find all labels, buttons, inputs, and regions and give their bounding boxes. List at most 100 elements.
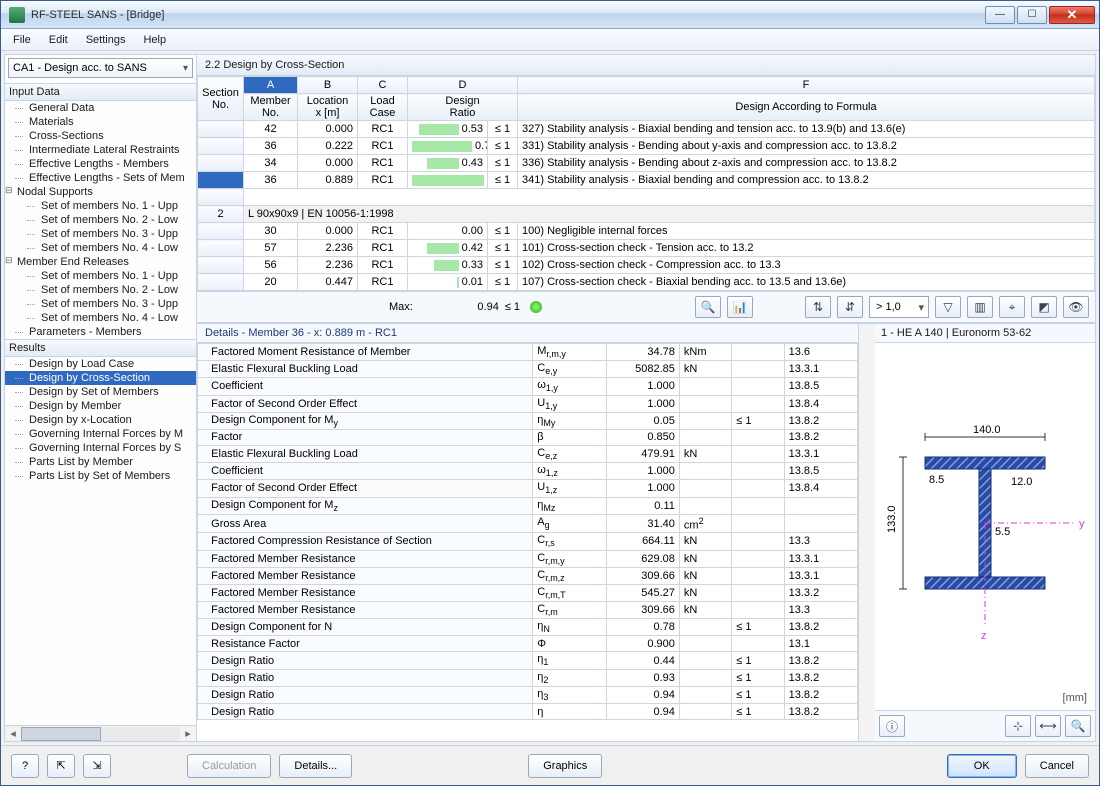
svg-text:133.0: 133.0 [886, 505, 898, 533]
tree-header-input: Input Data [5, 83, 196, 101]
menubar: File Edit Settings Help [1, 29, 1099, 51]
col-section-no: SectionNo. [198, 77, 244, 121]
col-D: D [408, 77, 518, 94]
filter-button-1[interactable]: ⇅ [805, 296, 831, 318]
svg-text:140.0: 140.0 [973, 424, 1001, 436]
tree-item[interactable]: Governing Internal Forces by S [5, 441, 196, 455]
app-window: RF-STEEL SANS - [Bridge] — ☐ ✕ File Edit… [0, 0, 1100, 786]
section-figure: y z 140.0 133.0 8.5 12.0 5.5 [875, 343, 1095, 710]
import-button[interactable]: ⇱ [47, 754, 75, 778]
info-icon[interactable]: ⓘ [879, 715, 905, 737]
tree-item[interactable]: Effective Lengths - Members [5, 157, 196, 171]
color-scale-button[interactable]: ▥ [967, 296, 993, 318]
figure-title: 1 - HE A 140 | Euronorm 53-62 [875, 324, 1095, 343]
eye-icon[interactable]: 👁 [1063, 296, 1089, 318]
tree-item[interactable]: Governing Internal Forces by M [5, 427, 196, 441]
tree-item[interactable]: Set of members No. 4 - Low [5, 241, 196, 255]
tree-item[interactable]: Parts List by Set of Members [5, 469, 196, 483]
grid-toolbar: Max: 0.94 ≤ 1 🔍 📊 ⇅ ⇵ > 1,0 ▽ ▥ ⌖ ◩ 👁 [197, 292, 1095, 323]
app-icon [9, 7, 25, 23]
tree-parameters-members[interactable]: Parameters - Members [5, 325, 196, 339]
tree-item[interactable]: Materials [5, 115, 196, 129]
tree-item[interactable]: Design by x-Location [5, 413, 196, 427]
tree-item[interactable]: General Data [5, 101, 196, 115]
tree-item[interactable]: Intermediate Lateral Restraints [5, 143, 196, 157]
select-button[interactable]: ◩ [1031, 296, 1057, 318]
menu-edit[interactable]: Edit [41, 31, 76, 49]
content-pane: 2.2 Design by Cross-Section SectionNo. A… [197, 55, 1095, 741]
svg-text:8.5: 8.5 [929, 474, 944, 486]
col-F: F [518, 77, 1095, 94]
cancel-button[interactable]: Cancel [1025, 754, 1089, 778]
col-C: C [358, 77, 408, 94]
tree-item[interactable]: Set of members No. 2 - Low [5, 213, 196, 227]
view-member-button[interactable]: 🔍 [695, 296, 721, 318]
graphics-button[interactable]: Graphics [528, 754, 602, 778]
nav-tree[interactable]: Input Data General DataMaterialsCross-Se… [5, 81, 196, 725]
dimension-icon[interactable]: ⟷ [1035, 715, 1061, 737]
tree-item[interactable]: Set of members No. 3 - Upp [5, 297, 196, 311]
figure-unit: [mm] [1063, 692, 1087, 704]
svg-text:5.5: 5.5 [995, 526, 1010, 538]
tree-item[interactable]: Set of members No. 4 - Low [5, 311, 196, 325]
ok-button[interactable]: OK [947, 754, 1017, 778]
max-compare: ≤ 1 [505, 301, 520, 313]
tree-member-end-releases[interactable]: Member End Releases [5, 255, 196, 269]
col-member: MemberNo. [244, 94, 298, 121]
table-title: 2.2 Design by Cross-Section [197, 55, 1095, 76]
filter-button-2[interactable]: ⇵ [837, 296, 863, 318]
tree-item[interactable]: Set of members No. 1 - Upp [5, 199, 196, 213]
tree-item[interactable]: Design by Set of Members [5, 385, 196, 399]
ok-icon [530, 301, 542, 313]
section-figure-pane: 1 - HE A 140 | Euronorm 53-62 [875, 324, 1095, 741]
svg-text:12.0: 12.0 [1011, 476, 1032, 488]
member-view-button[interactable]: ⌖ [999, 296, 1025, 318]
col-A: A [244, 77, 298, 94]
design-grid[interactable]: SectionNo. A B C D F MemberNo. Locationx… [197, 76, 1095, 292]
zoom-icon[interactable]: 🔍 [1065, 715, 1091, 737]
filter-icon[interactable]: ▽ [935, 296, 961, 318]
col-lc: LoadCase [358, 94, 408, 121]
tree-item[interactable]: Set of members No. 1 - Upp [5, 269, 196, 283]
col-formula: Design According to Formula [518, 94, 1095, 121]
svg-text:z: z [981, 630, 987, 642]
max-value: 0.94 [419, 301, 499, 313]
max-label: Max: [389, 301, 413, 313]
tree-item[interactable]: Cross-Sections [5, 129, 196, 143]
nav-hscroll[interactable]: ◂ ▸ [5, 725, 196, 741]
close-button[interactable]: ✕ [1049, 6, 1095, 24]
calculation-button[interactable]: Calculation [187, 754, 271, 778]
svg-text:y: y [1079, 518, 1085, 530]
scale-combo[interactable]: > 1,0 [869, 296, 929, 318]
tree-item[interactable]: Set of members No. 3 - Upp [5, 227, 196, 241]
titlebar: RF-STEEL SANS - [Bridge] — ☐ ✕ [1, 1, 1099, 29]
menu-file[interactable]: File [5, 31, 39, 49]
col-B: B [298, 77, 358, 94]
tree-header-results: Results [5, 339, 196, 357]
tree-nodal-supports[interactable]: Nodal Supports [5, 185, 196, 199]
export-button[interactable]: ⇲ [83, 754, 111, 778]
minimize-button[interactable]: — [985, 6, 1015, 24]
tree-item[interactable]: Design by Member [5, 399, 196, 413]
help-button[interactable]: ? [11, 754, 39, 778]
tree-item[interactable]: Set of members No. 2 - Low [5, 283, 196, 297]
details-pane: Details - Member 36 - x: 0.889 m - RC1 F… [197, 324, 859, 741]
window-title: RF-STEEL SANS - [Bridge] [31, 9, 985, 21]
maximize-button[interactable]: ☐ [1017, 6, 1047, 24]
tree-item[interactable]: Parts List by Member [5, 455, 196, 469]
menu-help[interactable]: Help [135, 31, 174, 49]
col-x: Locationx [m] [298, 94, 358, 121]
view-results-button[interactable]: 📊 [727, 296, 753, 318]
dialog-footer: ? ⇱ ⇲ Calculation Details... Graphics OK… [1, 745, 1099, 785]
col-ratio: DesignRatio [408, 94, 518, 121]
details-button[interactable]: Details... [279, 754, 352, 778]
tree-item[interactable]: Design by Load Case [5, 357, 196, 371]
case-combo[interactable]: CA1 - Design acc. to SANS [8, 58, 193, 78]
menu-settings[interactable]: Settings [78, 31, 134, 49]
tree-item[interactable]: Design by Cross-Section [5, 371, 196, 385]
axes-icon[interactable]: ⊹ [1005, 715, 1031, 737]
details-title: Details - Member 36 - x: 0.889 m - RC1 [197, 324, 858, 343]
navigator-pane: CA1 - Design acc. to SANS Input Data Gen… [5, 55, 197, 741]
tree-item[interactable]: Effective Lengths - Sets of Mem [5, 171, 196, 185]
details-vscroll[interactable] [859, 324, 875, 741]
